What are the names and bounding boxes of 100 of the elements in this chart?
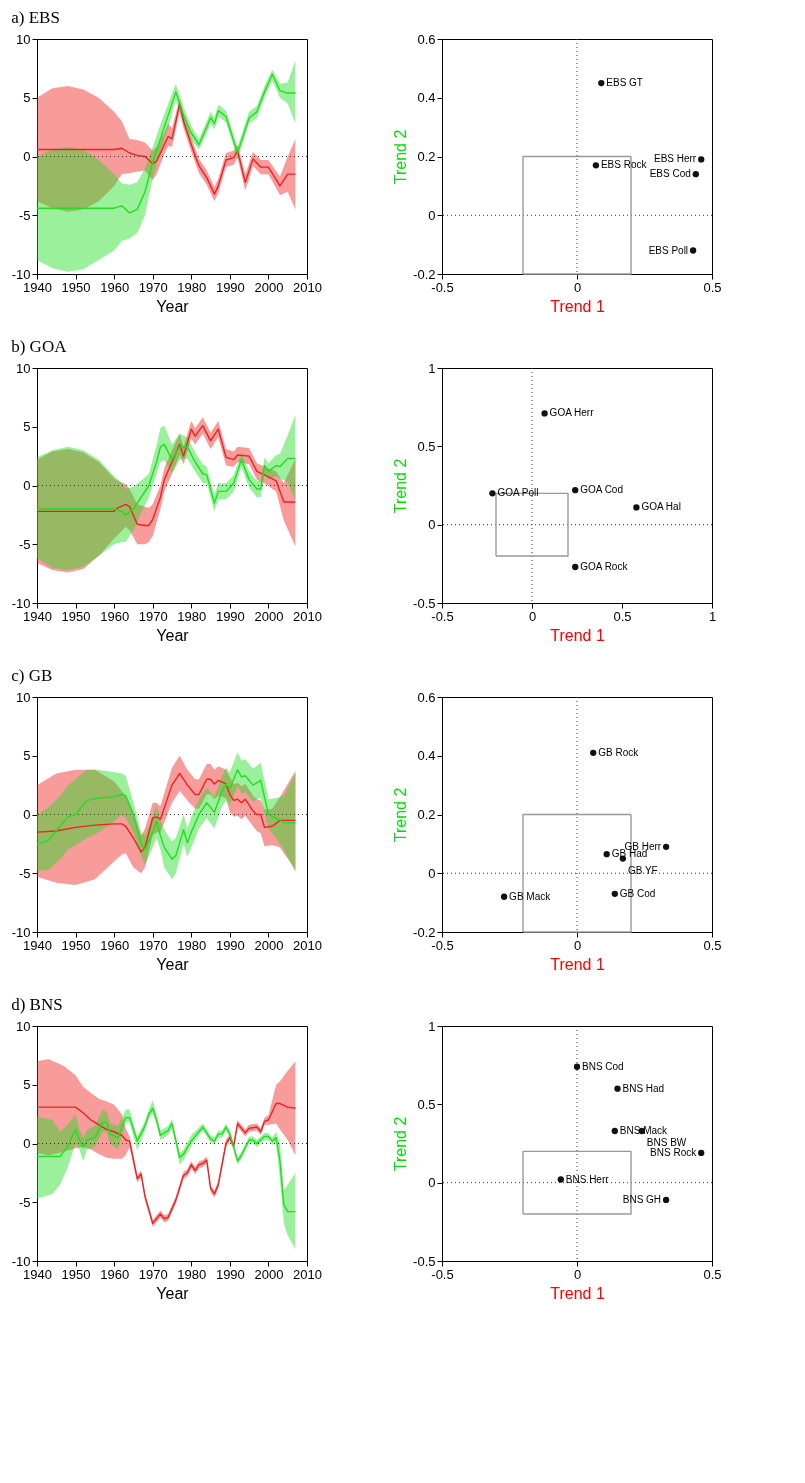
x-tick-label: 1970 xyxy=(138,279,168,295)
x-tick-label: 0 xyxy=(573,1266,582,1282)
x-tick-label: 1960 xyxy=(100,608,130,624)
x-tick-label: 2000 xyxy=(254,608,284,624)
series-label: GOA Herr xyxy=(549,407,595,419)
y-tick-label: 1 xyxy=(428,360,436,376)
y-tick-label: 0 xyxy=(23,1136,31,1151)
y-tick-label: 0.6 xyxy=(417,689,436,705)
series-label: BNS GH xyxy=(622,1193,662,1205)
series-label: EBS Cod xyxy=(649,168,691,180)
series-label: GB Cod xyxy=(619,887,656,899)
y-tick-label: 10 xyxy=(16,1018,31,1034)
x-tick-label: 2010 xyxy=(293,937,322,953)
x-tick-label: 2010 xyxy=(293,608,322,624)
x-tick-label: 1 xyxy=(708,608,717,624)
y-tick-label: -0.2 xyxy=(413,924,436,940)
y-tick-label: -10 xyxy=(11,1253,31,1269)
series-label: BNS Rock xyxy=(650,1146,698,1158)
x-axis-title: Year xyxy=(156,297,190,315)
y-tick-label: 5 xyxy=(23,1077,31,1093)
chart-title: a) EBS xyxy=(11,8,60,27)
x-tick-label: 1990 xyxy=(215,1266,245,1282)
y-tick-label: 5 xyxy=(23,419,31,435)
y-axis-title: Trend 2 xyxy=(392,1116,410,1172)
y-axis-title: Trend 2 xyxy=(392,787,410,843)
y-tick-label: 0 xyxy=(428,207,436,223)
y-tick-label: 0 xyxy=(428,865,436,881)
x-tick-label: 0.5 xyxy=(703,279,722,295)
chart-title: c) GB xyxy=(11,666,53,685)
y-tick-label: 0.2 xyxy=(417,149,436,164)
x-tick-label: 1980 xyxy=(177,279,207,295)
y-tick-label: -5 xyxy=(18,536,31,552)
x-tick-label: 1970 xyxy=(138,937,168,953)
x-axis-title: Year xyxy=(156,955,190,973)
y-tick-label: 10 xyxy=(16,31,31,47)
y-tick-label: -10 xyxy=(11,595,31,611)
y-tick-label: -5 xyxy=(18,207,31,223)
x-axis-title: Trend 1 xyxy=(550,626,605,644)
y-tick-label: -0.2 xyxy=(413,266,436,282)
y-tick-label: -0.5 xyxy=(413,595,436,611)
y-tick-label: 10 xyxy=(16,689,31,705)
x-tick-label: 1990 xyxy=(215,279,245,295)
x-tick-label: 1960 xyxy=(100,1266,130,1282)
x-axis-title: Trend 1 xyxy=(550,297,605,315)
series-label: EBS GT xyxy=(606,77,643,89)
y-axis-title: Trend 2 xyxy=(392,458,410,514)
x-tick-label: 2000 xyxy=(254,937,284,953)
y-tick-label: 0 xyxy=(23,807,31,822)
y-tick-label: -10 xyxy=(11,924,31,940)
series-label: GB Mack xyxy=(509,890,552,902)
series-label: GB Rock xyxy=(598,746,640,758)
x-tick-label: 1940 xyxy=(23,937,52,953)
x-axis-title: Year xyxy=(156,1284,190,1302)
x-tick-label: 1960 xyxy=(100,937,130,953)
x-tick-label: 1940 xyxy=(23,279,52,295)
x-tick-label: 0 xyxy=(573,279,582,295)
series-label: BNS Had xyxy=(622,1082,665,1094)
x-axis-title: Year xyxy=(156,626,190,644)
y-tick-label: 0.4 xyxy=(417,748,436,764)
x-tick-label: 1970 xyxy=(138,1266,168,1282)
y-tick-label: 0.6 xyxy=(417,31,436,47)
series-label: GOA Cod xyxy=(580,484,624,496)
series-label: EBS Herr xyxy=(653,153,697,165)
x-tick-label: 2000 xyxy=(254,279,284,295)
x-tick-label: 2010 xyxy=(293,279,322,295)
x-tick-label: 1950 xyxy=(61,608,91,624)
chart-title: b) GOA xyxy=(11,337,68,356)
series-label: EBS Rock xyxy=(600,159,648,171)
series-label: BNS Mack xyxy=(619,1124,669,1136)
chart-title: d) BNS xyxy=(11,995,63,1014)
y-tick-label: 0.5 xyxy=(417,1096,436,1112)
x-tick-label: 2010 xyxy=(293,1266,322,1282)
y-axis-title: Trend 2 xyxy=(392,129,410,185)
y-tick-label: 10 xyxy=(16,360,31,376)
x-tick-label: 1950 xyxy=(61,937,91,953)
series-label: GB YF xyxy=(627,864,658,876)
x-tick-label: 1980 xyxy=(177,937,207,953)
y-tick-label: 0 xyxy=(23,149,31,164)
x-tick-label: 2000 xyxy=(254,1266,284,1282)
y-tick-label: -5 xyxy=(18,865,31,881)
y-tick-label: -10 xyxy=(11,266,31,282)
x-tick-label: 1950 xyxy=(61,279,91,295)
y-tick-label: 0 xyxy=(428,1175,436,1191)
y-tick-label: 0 xyxy=(23,478,31,493)
series-label: BNS Cod xyxy=(582,1060,624,1072)
x-tick-label: 1980 xyxy=(177,1266,207,1282)
series-label: EBS Poll xyxy=(648,244,689,256)
x-tick-label: 1960 xyxy=(100,279,130,295)
series-label: BNS BW xyxy=(646,1136,687,1148)
y-tick-label: 0.2 xyxy=(417,807,436,822)
x-tick-label: 0.5 xyxy=(703,1266,722,1282)
y-tick-label: 0 xyxy=(428,517,436,533)
series-label: GOA Rock xyxy=(580,560,629,572)
x-axis-title: Trend 1 xyxy=(550,955,605,973)
x-tick-label: 1990 xyxy=(215,608,245,624)
y-tick-label: -0.5 xyxy=(413,1253,436,1269)
x-tick-label: 1970 xyxy=(138,608,168,624)
y-tick-label: -5 xyxy=(18,1194,31,1210)
x-tick-label: 0 xyxy=(573,937,582,953)
series-label: GOA Poll xyxy=(497,487,539,499)
